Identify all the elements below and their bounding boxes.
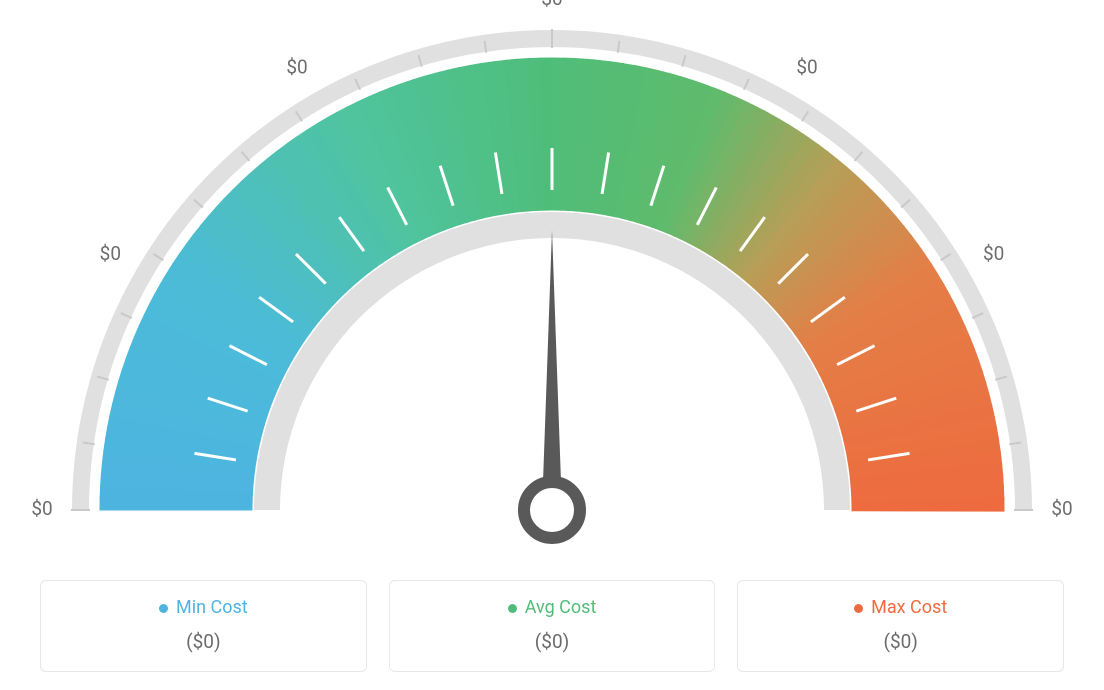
gauge-svg: $0 $0 $0 $0 $0 $0 $0 — [0, 0, 1104, 560]
dot-icon — [508, 604, 517, 613]
dot-icon — [159, 604, 168, 613]
legend-card-max: Max Cost ($0) — [737, 580, 1064, 672]
legend-label-avg: Avg Cost — [525, 597, 597, 618]
legend-label-max: Max Cost — [871, 597, 947, 618]
svg-text:$0: $0 — [983, 242, 1004, 265]
svg-text:$0: $0 — [1051, 497, 1072, 520]
legend-row: Min Cost ($0) Avg Cost ($0) Max Cost ($0… — [40, 580, 1064, 672]
svg-text:$0: $0 — [796, 55, 817, 78]
svg-text:$0: $0 — [100, 242, 121, 265]
legend-title-max: Max Cost — [748, 597, 1053, 618]
legend-label-min: Min Cost — [176, 597, 248, 618]
legend-card-min: Min Cost ($0) — [40, 580, 367, 672]
gauge-chart: $0 $0 $0 $0 $0 $0 $0 — [0, 0, 1104, 560]
legend-title-avg: Avg Cost — [400, 597, 705, 618]
svg-text:$0: $0 — [541, 0, 562, 10]
legend-title-min: Min Cost — [51, 597, 356, 618]
legend-value-max: ($0) — [748, 630, 1053, 653]
svg-text:$0: $0 — [31, 497, 52, 520]
legend-value-avg: ($0) — [400, 630, 705, 653]
svg-text:$0: $0 — [286, 55, 307, 78]
dot-icon — [854, 604, 863, 613]
legend-value-min: ($0) — [51, 630, 356, 653]
legend-card-avg: Avg Cost ($0) — [389, 580, 716, 672]
